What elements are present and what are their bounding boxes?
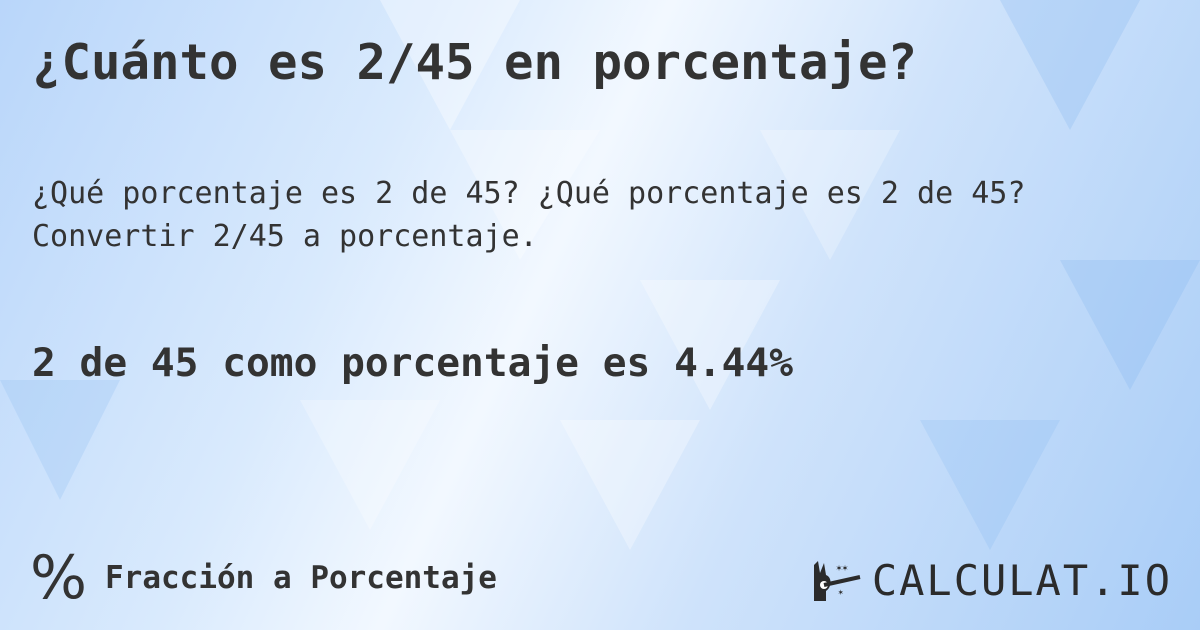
subtitle-line: Convertir 2/45 a porcentaje. <box>32 219 538 254</box>
category-label: Fracción a Porcentaje <box>105 560 497 596</box>
magic-hand-icon: ✶✶ ✶ <box>813 560 861 601</box>
page-title: ¿Cuánto es 2/45 en porcentaje? <box>32 34 918 91</box>
percent-icon: % <box>30 543 88 613</box>
result-text: 2 de 45 como porcentaje es 4.44% <box>32 340 793 386</box>
logo[interactable]: ✶✶ ✶ CALCULAT.IO <box>810 556 1172 605</box>
subtitle: ¿Qué porcentaje es 2 de 45? ¿Qué porcent… <box>32 172 1025 258</box>
svg-text:✶✶: ✶✶ <box>836 563 848 574</box>
category-link[interactable]: % Fracción a Porcentaje <box>30 548 497 608</box>
logo-text: CALCULAT.IO <box>871 556 1172 605</box>
subtitle-line: ¿Qué porcentaje es 2 de 45? ¿Qué porcent… <box>32 176 1026 211</box>
svg-text:✶: ✶ <box>838 588 844 598</box>
